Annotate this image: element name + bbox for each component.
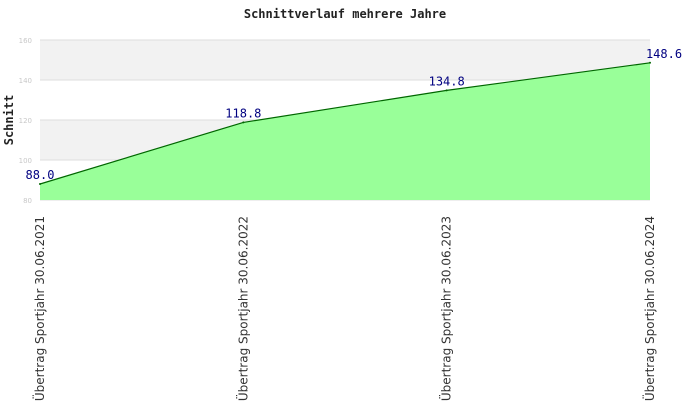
y-tick-label: 160 [19,37,32,45]
grid-band [40,40,650,80]
data-point [649,61,651,64]
data-point [39,183,41,185]
series [39,61,651,200]
data-label: 148.6 [646,47,682,61]
data-point [445,89,448,92]
data-label: 134.8 [429,74,465,88]
y-axis-label: Schnitt [2,95,16,146]
y-tick-label: 120 [19,117,32,125]
data-labels: 88.0 118.8 134.8 148.6 [26,47,683,182]
x-tick-label: Übertrag Sportjahr 30.06.2023 [438,216,454,401]
x-ticks: Übertrag Sportjahr 30.06.2021 Übertrag Sp… [31,216,657,401]
x-tick-label: Übertrag Sportjahr 30.06.2021 [31,216,47,401]
x-tick-label: Übertrag Sportjahr 30.06.2024 [641,216,657,401]
x-tick-label: Übertrag Sportjahr 30.06.2022 [234,216,250,401]
data-point [242,121,245,124]
chart-title: Schnittverlauf mehrere Jahre [244,7,446,21]
data-label: 88.0 [26,168,55,182]
y-ticks: 80 100 120 140 160 [19,37,32,205]
data-label: 118.8 [225,106,261,120]
y-tick-label: 80 [23,197,32,205]
y-tick-label: 140 [19,77,32,85]
series-line [39,62,651,185]
y-tick-label: 100 [19,157,32,165]
area-fill [40,62,650,200]
